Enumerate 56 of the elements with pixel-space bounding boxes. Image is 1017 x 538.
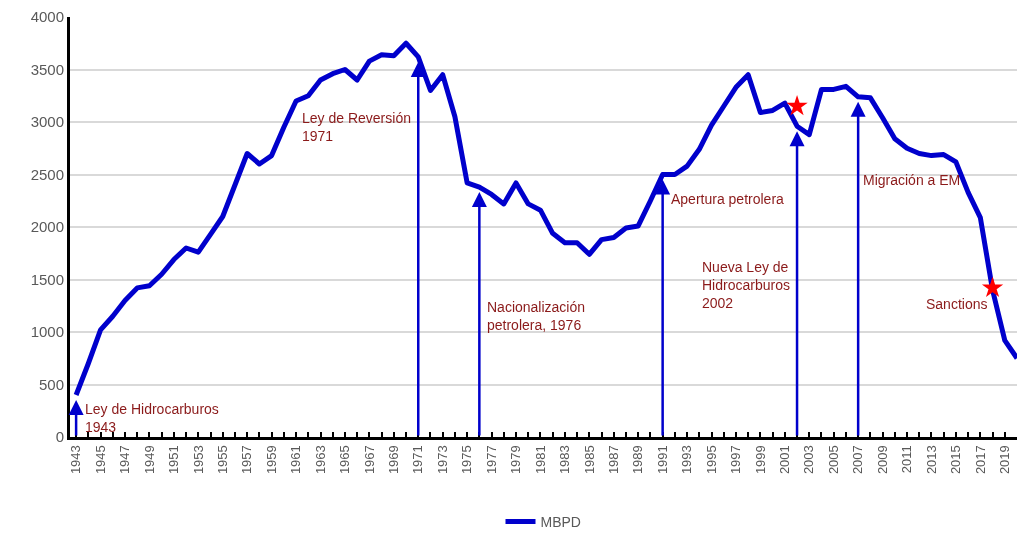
x-tick-label: 1949 xyxy=(141,445,157,475)
y-tick-label: 0 xyxy=(55,428,64,446)
x-tick-label: 1981 xyxy=(532,445,548,475)
y-tick-label: 1500 xyxy=(30,270,64,288)
x-tick-label: 1991 xyxy=(654,445,670,475)
x-tick-label: 1971 xyxy=(410,445,426,475)
x-tick-label: 1965 xyxy=(337,445,353,475)
x-tick-label: 1943 xyxy=(68,445,84,475)
x-tick-label: 1997 xyxy=(728,445,744,475)
ref-line-label: Apertura petrolera xyxy=(671,191,785,207)
ref-line-label: Ley de Hidrocarburos 1943 xyxy=(85,401,219,436)
x-tick-label: 1955 xyxy=(214,445,230,475)
x-tick-label: 2009 xyxy=(874,445,890,475)
x-tick-label: 1999 xyxy=(752,445,768,475)
x-tick-label: 1975 xyxy=(459,445,475,475)
x-tick-label: 1957 xyxy=(239,445,255,475)
x-tick-label: 1967 xyxy=(361,445,377,475)
x-tick-label: 2011 xyxy=(899,445,915,474)
y-tick-label: 2500 xyxy=(30,165,64,183)
x-tick-label: 1951 xyxy=(166,445,182,475)
x-tick-label: 2013 xyxy=(923,445,939,475)
x-tick-label: 1989 xyxy=(630,445,646,475)
x-tick-label: 1961 xyxy=(288,445,304,475)
x-tick-label: 1987 xyxy=(605,445,621,475)
x-tick-label: 1977 xyxy=(483,445,499,475)
x-tick-label: 1945 xyxy=(92,445,108,475)
x-tick-label: 1993 xyxy=(679,445,695,475)
annotation: Sanctions xyxy=(926,296,988,312)
y-tick-label: 1000 xyxy=(30,323,64,341)
x-tick-label: 2001 xyxy=(777,445,793,475)
x-tick-label: 1947 xyxy=(117,445,133,475)
ref-line-label: Ley de Reversión 1971 xyxy=(302,110,411,145)
ref-line-label: Nacionalización petrolera, 1976 xyxy=(487,299,586,334)
y-tick-label: 500 xyxy=(38,375,64,393)
x-tick-label: 2017 xyxy=(972,445,988,475)
legend-label: MBPD xyxy=(540,514,581,531)
x-tick-label: 2019 xyxy=(997,445,1013,475)
x-tick-label: 1979 xyxy=(508,445,524,475)
x-tick-label: 1953 xyxy=(190,445,206,475)
x-tick-label: 1995 xyxy=(703,445,719,475)
x-tick-label: 1985 xyxy=(581,445,597,475)
y-tick-label: 2000 xyxy=(30,218,64,236)
x-tick-label: 1973 xyxy=(434,445,450,475)
y-tick-label: 3500 xyxy=(30,60,64,78)
ref-line-label: Migración a EM xyxy=(863,172,961,188)
y-tick-label: 3000 xyxy=(30,113,64,131)
x-tick-label: 2005 xyxy=(825,445,841,475)
x-tick-label: 1969 xyxy=(386,445,402,475)
x-tick-label: 2007 xyxy=(850,445,866,475)
ref-line-label: Nueva Ley de Hidrocarburos 2002 xyxy=(702,259,790,312)
x-tick-label: 2015 xyxy=(948,445,964,475)
x-tick-label: 1963 xyxy=(312,445,328,475)
x-tick-label: 1983 xyxy=(557,445,573,475)
x-tick-label: 1959 xyxy=(263,445,279,475)
x-tick-label: 2003 xyxy=(801,445,817,475)
y-tick-label: 4000 xyxy=(30,8,64,26)
